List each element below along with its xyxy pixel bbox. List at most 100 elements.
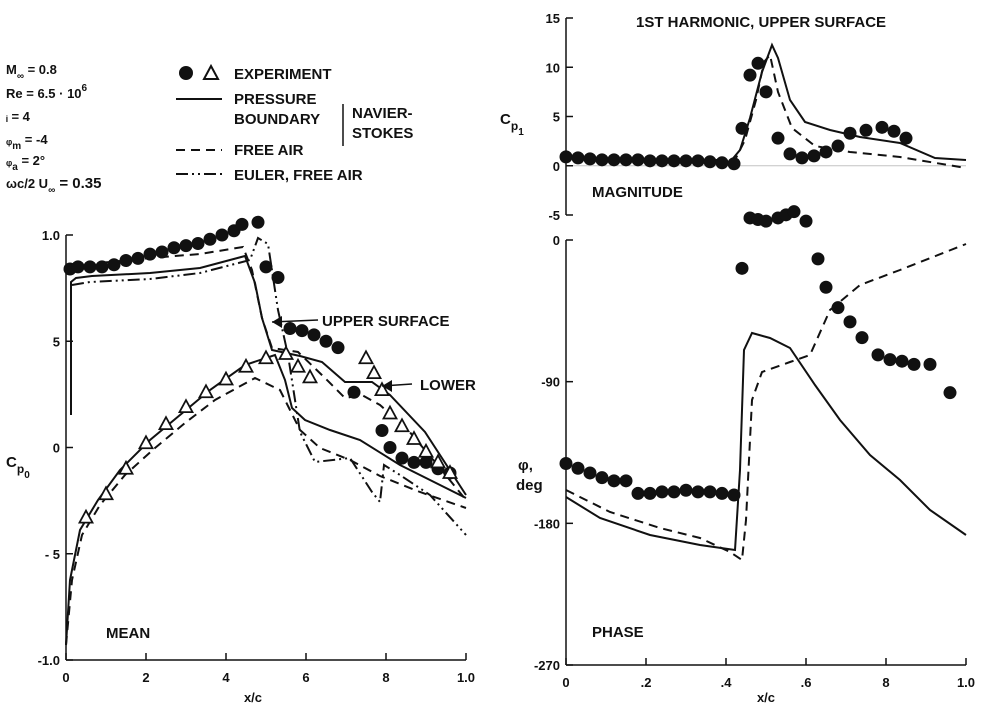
magnitude-y-tick-label: -5 <box>548 208 560 223</box>
mean-x-tick-label: 4 <box>222 670 230 685</box>
phase-experiment-circle-point <box>943 386 957 400</box>
phase-experiment-circle-point <box>759 214 773 228</box>
magnitude-experiment-circle-point <box>759 85 773 99</box>
phase-experiment-circle-point <box>871 348 885 362</box>
legend-navier-label-2: STOKES <box>352 125 413 142</box>
magnitude-ticks: 15 10 5 0 -5 <box>546 11 966 223</box>
magnitude-experiment-circle-point <box>595 153 609 167</box>
phase-y-tick-label: 0 <box>553 233 560 248</box>
phase-experiment-circle-point <box>895 354 909 368</box>
magnitude-title: 1ST HARMONIC, UPPER SURFACE <box>636 14 886 31</box>
mean-experiment-triangle-point <box>393 417 411 433</box>
mean-experiment-circle-point <box>235 217 249 231</box>
legend-triangle-marker <box>202 63 220 80</box>
mean-experiment-circle-point <box>271 271 285 284</box>
magnitude-experiment-circle-point <box>631 153 645 167</box>
mean-experiment-triangle-point <box>357 349 375 365</box>
phase-experiment-circle-point <box>643 486 657 500</box>
mean-ticks: 1.050- 5-1.00 2 4 6 8 1.0 <box>38 228 475 685</box>
mean-experiment-triangle-point <box>429 453 447 469</box>
magnitude-experiment-circle-point <box>875 120 889 134</box>
legend-navier-label-1: NAVIER- <box>352 105 413 122</box>
magnitude-experiment-circle-point <box>743 68 757 82</box>
magnitude-y-axis-label: Cp1 <box>500 111 524 138</box>
mean-upper-euler-curve <box>71 236 467 536</box>
phase-y-tick-label: -270 <box>534 658 560 673</box>
mean-y-tick-label: 1.0 <box>42 228 60 243</box>
magnitude-experiment-circle-point <box>887 124 901 138</box>
mean-experiment-circle-point <box>83 260 97 274</box>
magnitude-experiment-circle-point <box>859 123 873 137</box>
phase-y-tick-label: -180 <box>534 516 560 531</box>
mean-experiment-triangle-point <box>237 357 255 373</box>
mean-experiment-circle-point <box>395 451 409 465</box>
mean-lower-free-air-curve <box>65 376 467 646</box>
mean-experiment-circle-point <box>107 258 121 272</box>
phase-y-axis-unit: deg <box>516 477 543 494</box>
mean-experiment-triangle-point <box>373 381 391 397</box>
magnitude-experiment-circle-point <box>727 157 741 171</box>
phase-experiment-circle-point <box>843 315 857 329</box>
test-conditions: M∞ = 0.8 Re = 6.5 · 106 ᵢ = 4 ᵩm = -4 ᵩa… <box>6 62 102 196</box>
mean-experiment-circle-point <box>71 260 85 274</box>
mean-plot: 1.050- 5-1.00 2 4 6 8 1.0 Cp0 x/c MEAN UPPER … <box>6 215 476 705</box>
condition-reynolds: Re = 6.5 · 106 <box>6 83 88 101</box>
phase-experiment-circle-point <box>619 474 633 488</box>
mean-annotation: MEAN <box>106 625 150 642</box>
legend-circle-marker <box>179 66 193 80</box>
upper-surface-label: UPPER SURFACE <box>322 313 450 330</box>
magnitude-y-tick-label: 15 <box>546 11 560 26</box>
phase-experiment-circle-point <box>715 486 729 500</box>
phase-x-tick-label: 8 <box>882 675 889 690</box>
lower-surface-label: LOWER <box>420 377 476 394</box>
mean-lower-pressure-boundary-curve <box>65 353 467 646</box>
mean-y-tick-label: - 5 <box>45 547 60 562</box>
magnitude-plot: 15 10 5 0 -5 1ST HARMONIC, UPPER SURFACE Cp1… <box>500 11 967 223</box>
mean-x-tick-label: 8 <box>382 670 389 685</box>
mean-experiment-circle-point <box>319 334 333 348</box>
mean-x-axis-label: x/c <box>244 690 262 705</box>
phase-x-tick-label: 0 <box>562 675 569 690</box>
mean-experiment-circle-point <box>155 245 169 259</box>
magnitude-annotation: MAGNITUDE <box>592 184 683 201</box>
mean-experiment-circle-point <box>331 341 345 355</box>
mean-experiment-triangle-point <box>417 442 435 458</box>
mean-y-tick-label: -1.0 <box>38 653 60 668</box>
mean-x-tick-label: 2 <box>142 670 149 685</box>
mean-experiment-circle-point <box>259 260 273 274</box>
magnitude-experiment-circle-point <box>619 153 633 167</box>
mean-experiment-triangle-point <box>177 398 195 414</box>
magnitude-experiment-circle-point <box>655 154 669 168</box>
magnitude-experiment-circle-point <box>691 154 705 168</box>
condition-reduced-frequency: ωc/2 U∞ = 0.35 <box>6 175 102 196</box>
mean-experiment-circle-point <box>383 441 397 454</box>
mean-experiment-triangle-point <box>405 430 423 445</box>
magnitude-experiment-circle-point <box>843 126 857 140</box>
phase-experiment-circle-point <box>571 461 585 475</box>
phase-x-tick-label: .4 <box>721 675 733 690</box>
condition-alpha-mean: ᵩm = -4 <box>6 132 48 152</box>
magnitude-experiment-circle-point <box>703 155 717 169</box>
mean-experiment-circle-point <box>191 237 205 250</box>
magnitude-experiment-circle-point <box>819 145 833 159</box>
phase-experiment-circle-point <box>679 483 693 497</box>
magnitude-experiment-circle-point <box>751 56 765 70</box>
phase-axes <box>565 240 966 666</box>
mean-experiment-triangle-point <box>137 434 155 450</box>
phase-experiment-points <box>559 205 957 502</box>
phase-experiment-circle-point <box>923 357 937 371</box>
phase-experiment-circle-point <box>607 474 621 488</box>
magnitude-y-tick-label: 5 <box>553 110 560 125</box>
phase-experiment-circle-point <box>691 485 705 499</box>
mean-experiment-circle-point <box>407 455 421 469</box>
mean-experiment-circle-point <box>215 228 229 242</box>
phase-experiment-circle-point <box>787 205 801 219</box>
mean-y-tick-label: 0 <box>53 441 60 456</box>
legend-pressure-label-2: BOUNDARY <box>234 111 320 128</box>
phase-experiment-circle-point <box>811 252 825 266</box>
mean-experiment-triangle-point <box>441 464 459 479</box>
mean-axes <box>65 235 466 661</box>
mean-experiment-circle-point <box>375 424 389 437</box>
